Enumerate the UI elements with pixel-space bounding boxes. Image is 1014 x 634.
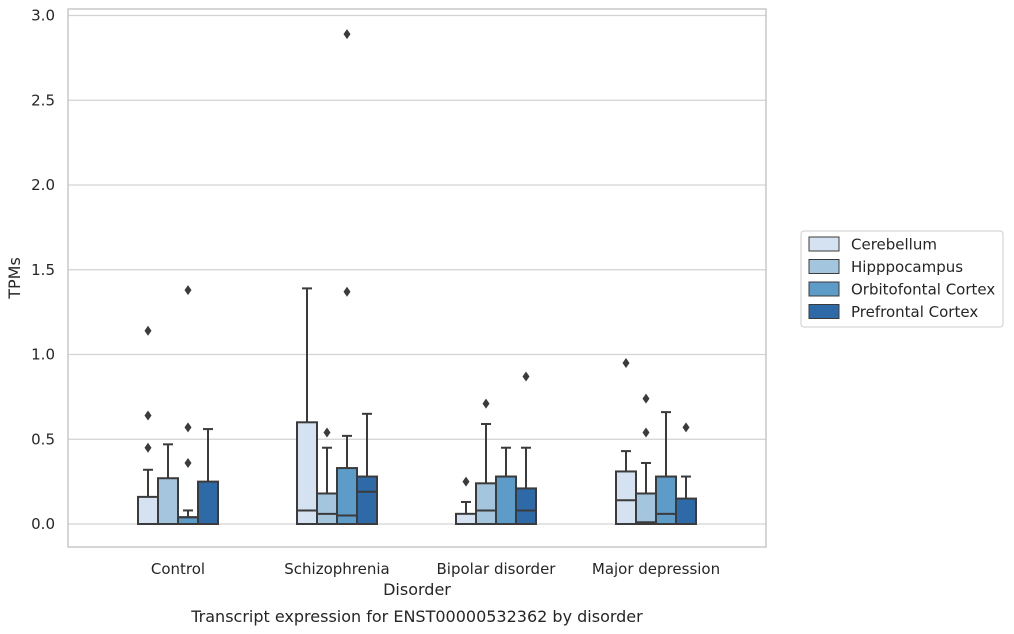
outlier-point [462,476,470,487]
box [316,492,338,525]
outlier-point [642,427,650,438]
outlier-point [144,325,152,336]
box [675,497,697,526]
legend-swatch [808,281,840,297]
legend-label: Prefrontal Cortex [851,303,978,321]
outlier-point [184,422,192,433]
box-groups [137,29,697,526]
legend-label: Hipppocampus [851,258,963,276]
outlier-point [144,442,152,453]
legend-swatch [808,259,840,274]
y-tick-label: 1.0 [31,346,55,364]
box [615,470,637,525]
x-tick-label: Major depression [592,560,720,578]
y-tick-label: 1.5 [31,261,55,279]
outlier-point [522,371,530,382]
legend-swatch [808,304,840,319]
outlier-point [482,398,490,409]
outlier-point [343,29,351,40]
x-tick-labels: Control Schizophrenia Bipolar disorder Majo… [151,560,720,578]
outlier-point [323,427,331,438]
y-tick-label: 2.0 [31,176,55,194]
x-tick-label: Schizophrenia [284,560,389,578]
box [455,512,477,526]
chart-title: Transcript expression for ENST0000053236… [190,607,643,626]
y-axis-title: TPMs [5,257,24,300]
x-tick-label: Control [151,560,205,578]
box [157,477,179,525]
box [515,487,537,525]
y-tick-label: 3.0 [31,7,55,25]
outlier-point [144,410,152,421]
box [177,516,199,525]
box [495,475,517,526]
box [197,480,219,525]
outlier-point [642,393,650,404]
y-tick-label: 0.0 [31,515,55,533]
category-group [615,357,697,526]
legend-frame [800,230,1004,328]
outlier-point [184,285,192,296]
y-tick-labels: 0.0 0.5 1.0 1.5 2.0 2.5 3.0 [31,7,55,534]
category-group [137,285,219,526]
legend-label: Cerebellum [851,236,937,254]
legend: Cerebellum Hipppocampus Orbitofontal Corte… [800,230,1004,328]
legend-label: Orbitofontal Cortex [851,281,995,299]
outlier-point [184,457,192,468]
x-axis-title: Disorder [383,580,451,599]
box [635,492,657,525]
legend-swatch [808,236,840,252]
x-tick-label: Bipolar disorder [437,560,557,578]
box [655,475,677,526]
outlier-point [343,286,351,297]
grid-lines [68,14,766,525]
box [296,421,318,525]
y-tick-label: 2.5 [31,91,55,109]
category-group [455,371,537,526]
box [137,495,159,526]
box [475,482,497,526]
plot-frame [67,8,767,548]
y-tick-label: 0.5 [31,430,55,448]
outlier-point [622,357,630,368]
outlier-point [682,422,690,433]
category-group [296,29,378,526]
box [356,475,378,526]
